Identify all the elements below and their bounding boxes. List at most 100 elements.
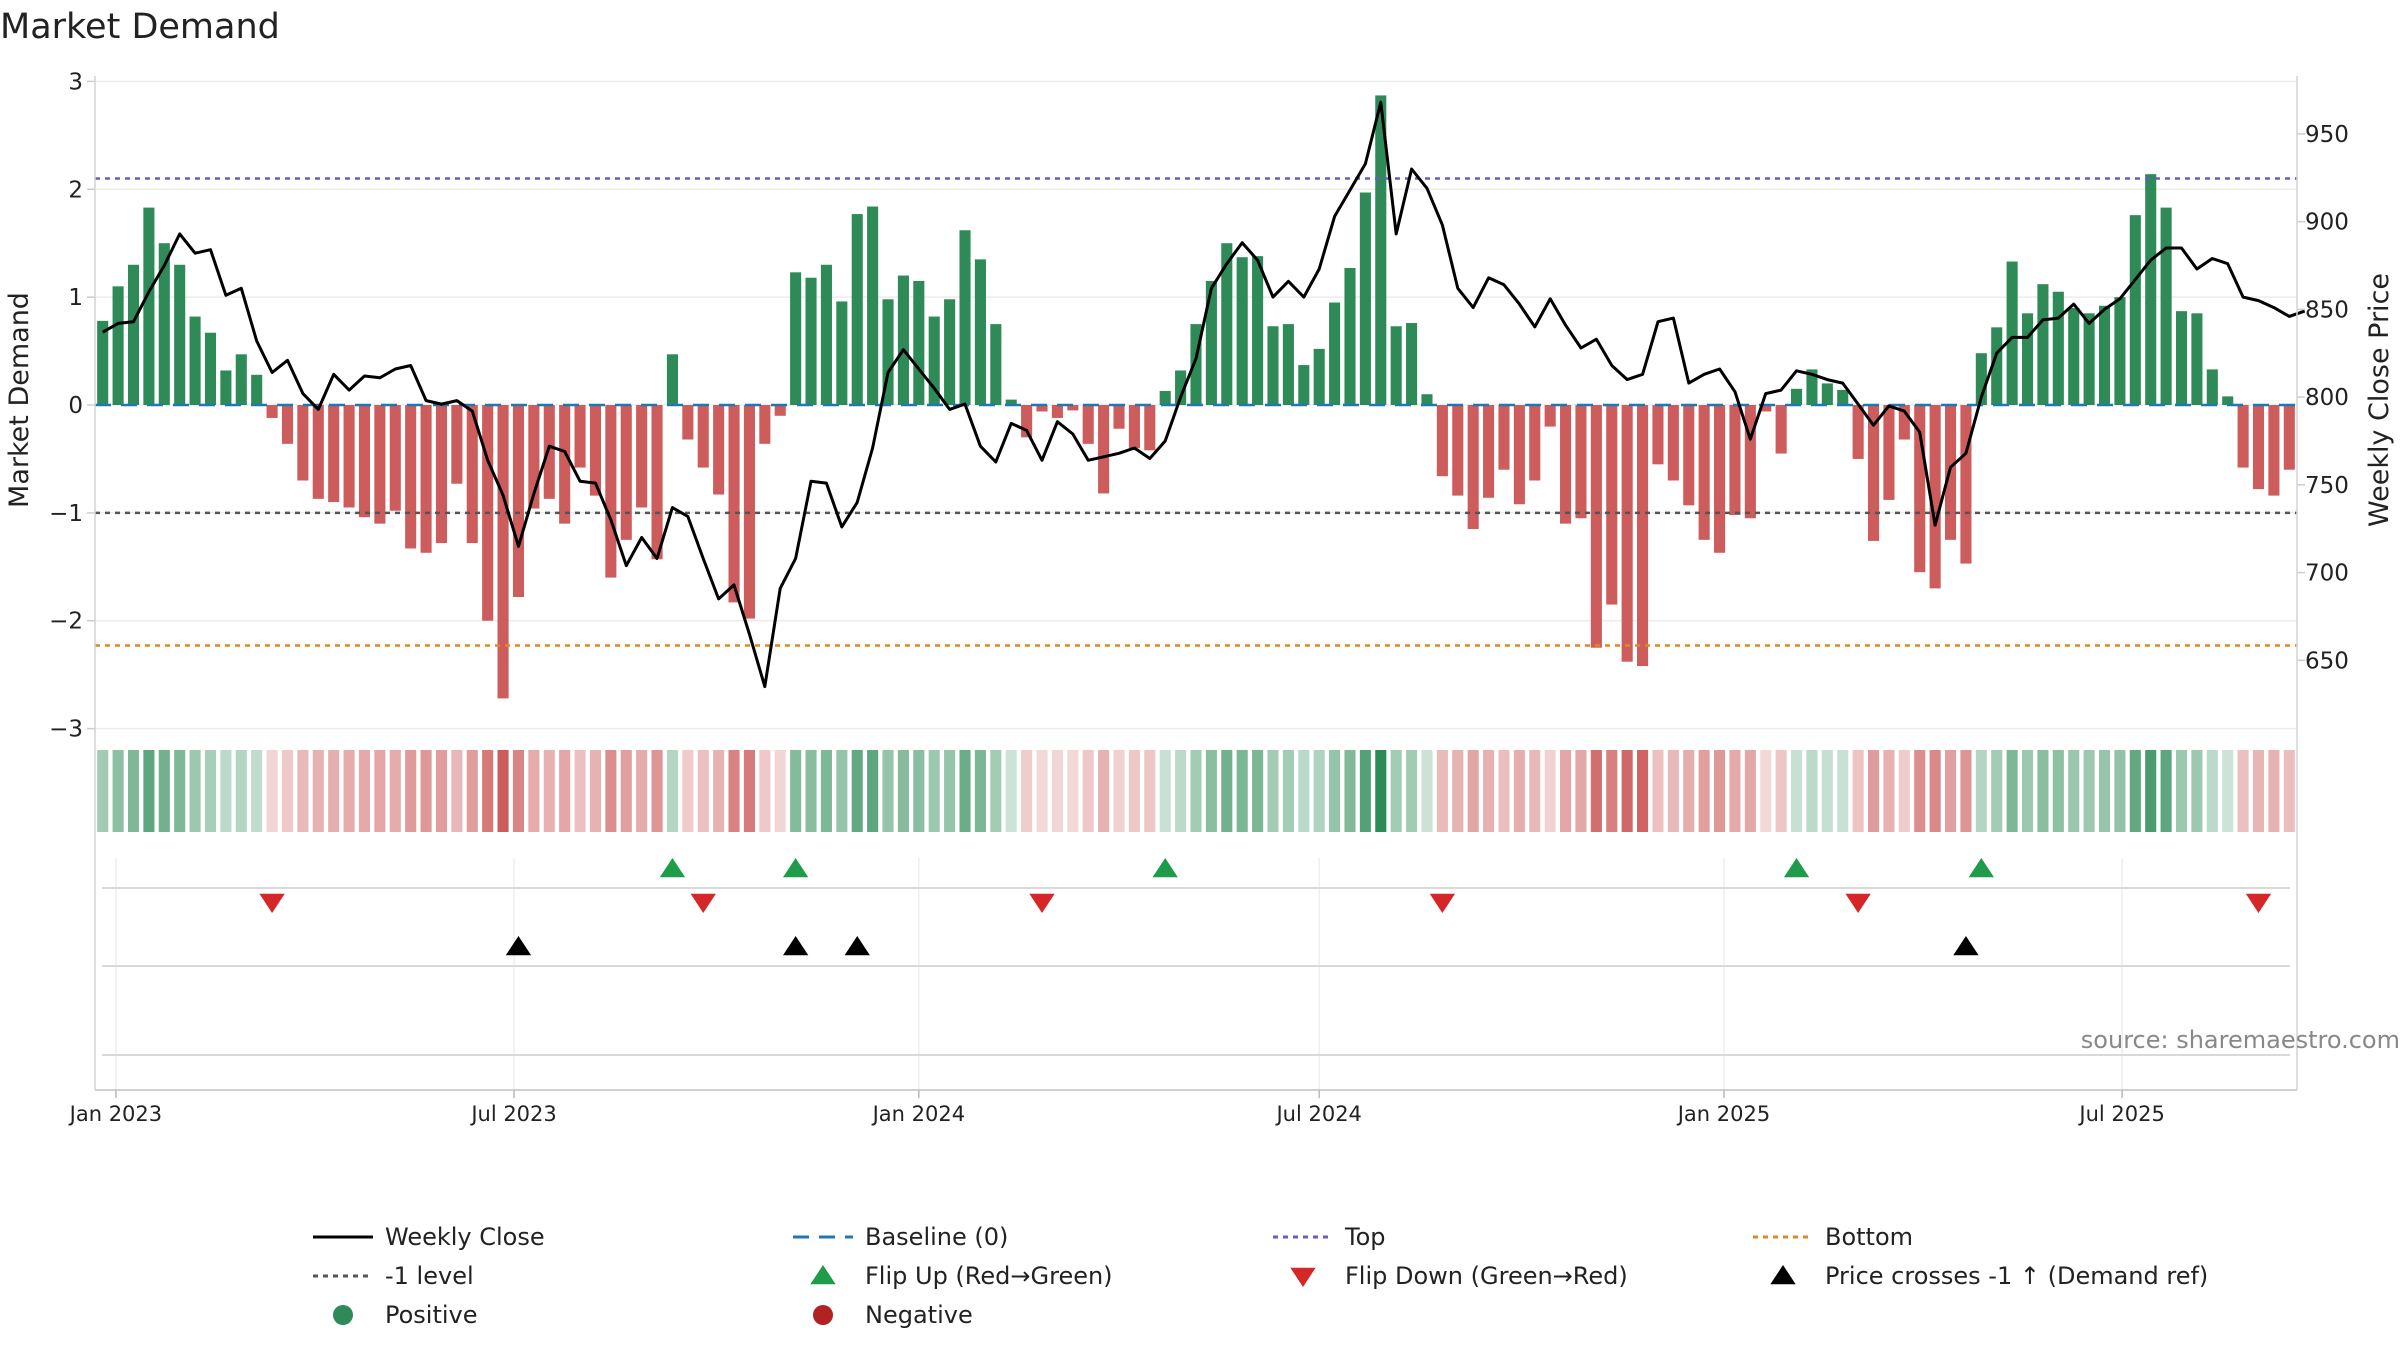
flip-down-marker [1845,893,1871,913]
heat-cell [1637,750,1649,832]
heat-cell [1929,750,1941,832]
demand-bar [1329,302,1341,405]
heat-cell [2206,750,2218,832]
heat-cell [1344,750,1356,832]
demand-bar [1714,405,1726,553]
heat-cell [897,750,909,832]
demand-bar [297,405,309,481]
heat-cell [266,750,278,832]
legend-top: Top [1273,1223,1386,1251]
heat-cell [127,750,140,832]
flip-down-marker [2245,893,2272,913]
demand-bar [682,405,694,440]
demand-bar [1729,405,1741,516]
y2-tick-label: 700 [2305,561,2349,587]
demand-bar [805,277,817,405]
demand-bar [2283,405,2295,470]
heat-cell [1159,750,1171,832]
heat-cell [559,750,571,832]
legend-flip-down-label: Flip Down (Green→Red) [1345,1262,1628,1290]
flip-up-marker [1783,858,1810,878]
demand-bar [251,374,263,405]
demand-bar [1098,405,1110,494]
heat-cell [1467,750,1479,832]
demand-bar [759,405,771,444]
flip-up-marker [659,858,686,878]
heat-cell [636,750,648,832]
demand-bar [1529,405,1541,481]
demand-bar [651,405,663,560]
demand-bar [836,301,848,405]
demand-bar [1036,405,1048,412]
heat-cell [1513,750,1525,832]
heat-cell [574,750,586,832]
demand-bar [220,370,232,405]
flip-up-marker [1968,858,1994,878]
demand-bar [2175,311,2188,405]
heat-cell [851,750,863,832]
demand-bar [1452,405,1464,496]
heat-cell [2037,750,2049,832]
heat-cell [759,750,771,832]
heat-cell [713,750,725,832]
heat-cell [2021,750,2034,832]
heat-cell [651,750,663,832]
demand-bar [1775,405,1787,454]
demand-bar [2206,369,2218,405]
demand-bar [143,207,155,405]
demand-bar [1021,405,1033,438]
demand-bar [1390,326,1402,405]
demand-bar [1267,326,1279,405]
legend-weekly-close: Weekly Close [313,1223,545,1251]
heat-cell [297,750,309,832]
heat-cell [1036,750,1048,832]
x-tick-label: Jan 2025 [1676,1102,1771,1126]
demand-bar [2021,313,2034,405]
demand-bar [1421,394,1433,405]
demand-bar [451,405,463,484]
demand-bar [1652,405,1664,465]
heat-cell [836,750,848,832]
heat-cell [1098,750,1110,832]
demand-bar [820,264,832,405]
demand-bar [1914,405,1926,573]
flip-down-marker [1429,893,1456,913]
flip-up-marker [1152,858,1178,878]
demand-bar [1667,405,1679,481]
demand-bar [374,405,386,524]
heat-cell [882,750,894,832]
demand-bar [867,206,879,405]
demand-bar [713,405,725,495]
heat-cell [528,750,540,832]
demand-bar [1406,323,1418,405]
demand-bar [1051,405,1063,418]
demand-bar [1128,405,1140,449]
legend-bottom-label: Bottom [1825,1223,1913,1251]
legend-weekly-close-label: Weekly Close [385,1223,545,1251]
demand-bar [1683,405,1695,506]
heat-cell [1005,750,1017,832]
demand-bar [1159,390,1171,405]
heat-cell [1205,750,1217,832]
demand-bar [1867,405,1880,541]
demand-bar [312,405,324,499]
demand-bar [1590,405,1602,648]
heat-cell [1313,750,1325,832]
heat-cell [1190,750,1202,832]
demand-bar [528,405,540,509]
heat-cell [1452,750,1464,832]
demand-bar [2252,405,2265,490]
demand-bar [266,405,278,418]
heat-cell [928,750,940,832]
heat-cell [974,750,986,832]
heat-cell [374,750,386,832]
demand-bar [1806,369,1818,405]
heat-cell [2191,750,2203,832]
demand-bar [1852,405,1864,459]
demand-bar [1375,95,1387,406]
demand-bar [1544,405,1556,427]
heat-cell [1729,750,1741,832]
heat-cell [1837,750,1849,832]
heat-cell [1267,750,1279,832]
x-tick-label: Jul 2023 [469,1102,556,1126]
